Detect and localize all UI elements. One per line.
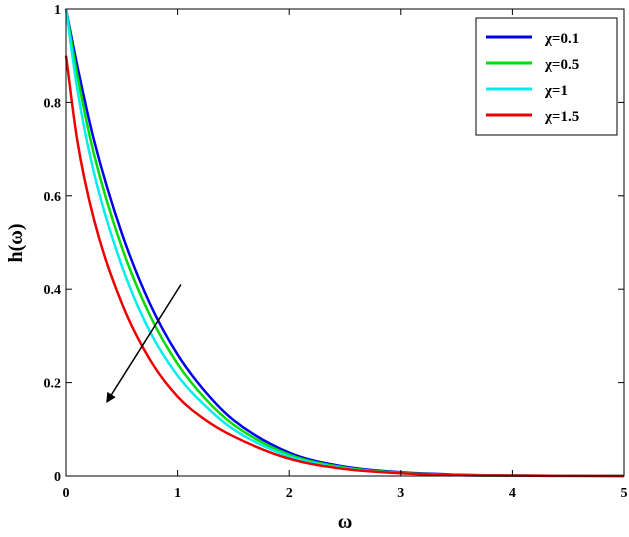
trend-arrow xyxy=(106,284,182,403)
legend-label-2: χ=0.5 xyxy=(544,57,579,73)
x-tick-label: 1 xyxy=(174,486,181,501)
annotation-layer xyxy=(106,284,182,403)
plot-frame xyxy=(65,8,625,477)
y-tick-label: 0 xyxy=(54,470,61,485)
y-axis-title: h(ω) xyxy=(5,223,27,262)
x-tick-label: 3 xyxy=(397,486,404,501)
tick-layer: 0 1 2 3 4 5 0 0.2 0.4 0.6 0.8 1 xyxy=(44,3,628,501)
legend-label-1: χ=0.1 xyxy=(544,31,579,47)
x-tick-label: 4 xyxy=(509,486,516,501)
y-tick-label: 0.4 xyxy=(44,283,62,298)
x-axis-title: ω xyxy=(338,511,353,532)
y-tick-label: 0.8 xyxy=(44,96,62,111)
series-line-4 xyxy=(64,55,625,478)
series-layer xyxy=(64,8,625,478)
x-tick-label: 2 xyxy=(286,486,293,501)
legend-label-4: χ=1.5 xyxy=(544,109,579,125)
legend: χ=0.1 χ=0.5 χ=1 χ=1.5 xyxy=(475,17,618,136)
y-tick-label: 0.2 xyxy=(44,377,62,392)
y-tick-label: 1 xyxy=(54,3,61,18)
x-tick-label: 5 xyxy=(621,486,628,501)
y-tick-label: 0.6 xyxy=(44,190,62,205)
x-tick-label: 0 xyxy=(63,486,70,501)
legend-label-3: χ=1 xyxy=(544,83,568,99)
